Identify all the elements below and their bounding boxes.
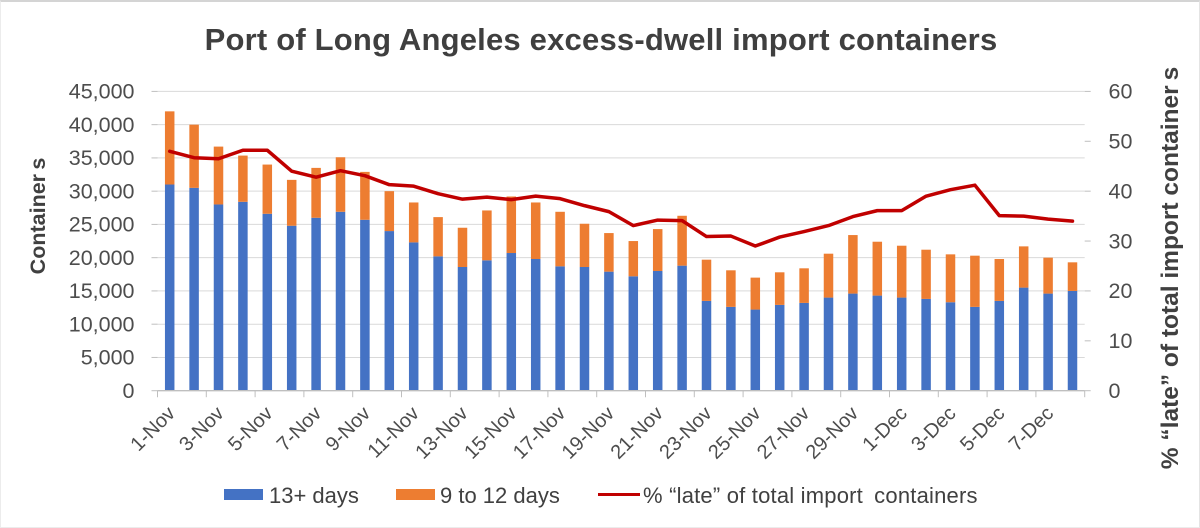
svg-text:27-Nov: 27-Nov <box>753 402 814 463</box>
svg-text:1-Dec: 1-Dec <box>858 402 911 455</box>
svg-text:25-Nov: 25-Nov <box>704 402 765 463</box>
svg-text:13-Nov: 13-Nov <box>411 402 472 463</box>
svg-text:40,000: 40,000 <box>69 113 135 137</box>
svg-text:15-Nov: 15-Nov <box>460 402 521 463</box>
svg-text:15,000: 15,000 <box>69 279 135 303</box>
svg-text:10: 10 <box>1109 329 1133 353</box>
svg-text:29-Nov: 29-Nov <box>802 402 863 463</box>
svg-text:21-Nov: 21-Nov <box>607 402 668 463</box>
svg-text:3-Nov: 3-Nov <box>175 402 228 455</box>
svg-text:20: 20 <box>1109 279 1133 303</box>
svg-text:23-Nov: 23-Nov <box>655 402 716 463</box>
svg-text:7-Nov: 7-Nov <box>273 402 326 455</box>
svg-text:25,000: 25,000 <box>69 213 135 237</box>
svg-text:3-Dec: 3-Dec <box>907 402 960 455</box>
svg-text:5-Dec: 5-Dec <box>956 402 1009 455</box>
svg-text:10,000: 10,000 <box>69 312 135 336</box>
svg-text:0: 0 <box>1109 379 1121 403</box>
svg-text:5,000: 5,000 <box>81 346 135 370</box>
svg-text:7-Dec: 7-Dec <box>1005 402 1058 455</box>
svg-text:60: 60 <box>1109 80 1133 104</box>
svg-text:1-Nov: 1-Nov <box>126 402 179 455</box>
svg-text:30,000: 30,000 <box>69 179 135 203</box>
svg-text:40: 40 <box>1109 179 1133 203</box>
svg-text:17-Nov: 17-Nov <box>509 402 570 463</box>
svg-text:50: 50 <box>1109 129 1133 153</box>
svg-text:5-Nov: 5-Nov <box>224 402 277 455</box>
svg-text:35,000: 35,000 <box>69 146 135 170</box>
svg-text:45,000: 45,000 <box>69 80 135 104</box>
svg-text:19-Nov: 19-Nov <box>558 402 619 463</box>
svg-text:0: 0 <box>123 379 135 403</box>
svg-text:30: 30 <box>1109 229 1133 253</box>
svg-text:11-Nov: 11-Nov <box>364 402 424 462</box>
svg-text:20,000: 20,000 <box>69 246 135 270</box>
